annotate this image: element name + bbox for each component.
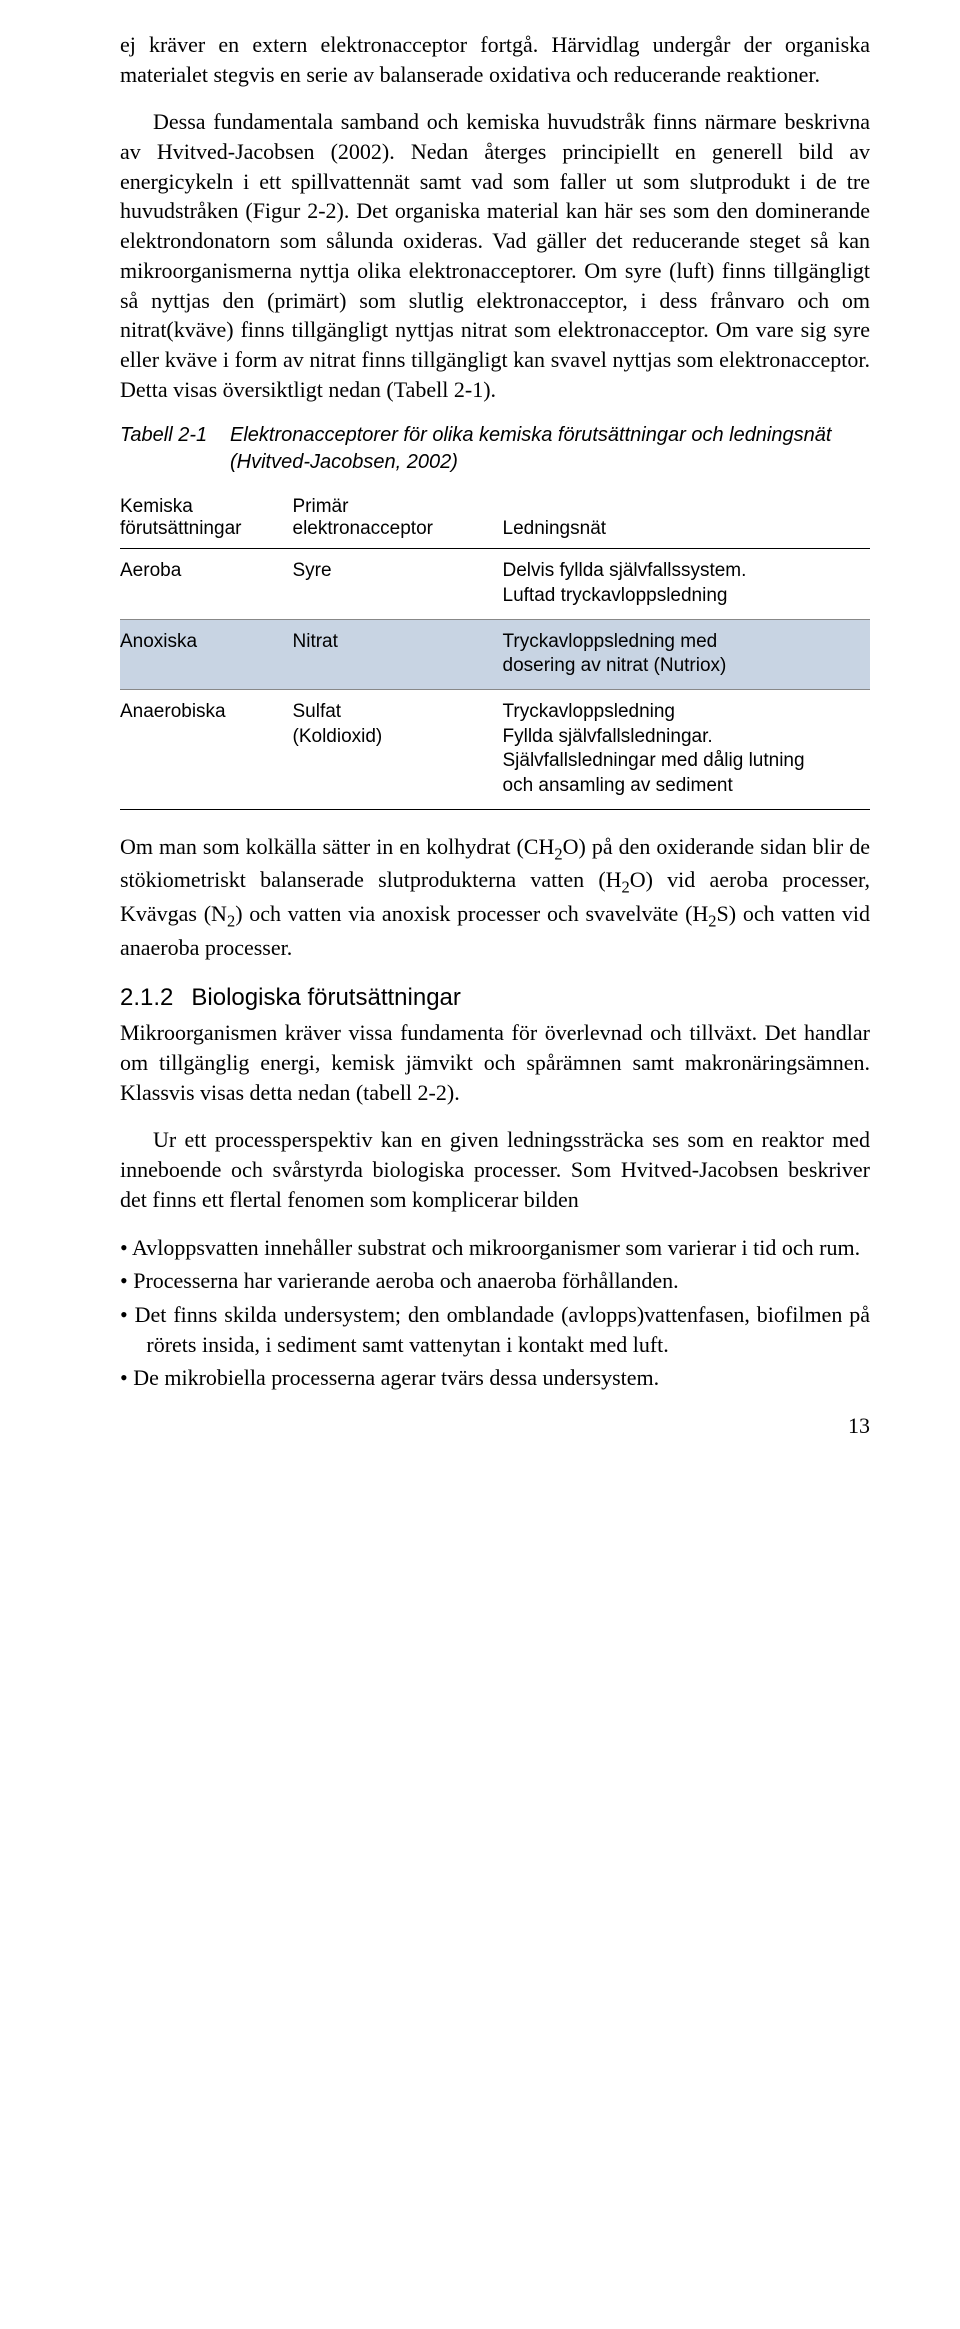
table-header-row: Kemiska förutsättningar Primär elektrona… bbox=[120, 490, 870, 549]
list-item: Det finns skilda undersystem; den omblan… bbox=[120, 1300, 870, 1359]
bullet-list: Avloppsvatten innehåller substrat och mi… bbox=[120, 1233, 870, 1393]
th2-line1: Primär bbox=[293, 496, 349, 517]
table-caption-text: Elektronacceptorer för olika kemiska för… bbox=[230, 422, 870, 476]
table-caption-label: Tabell 2-1 bbox=[120, 422, 230, 449]
table-cell: TryckavloppsledningFyllda självfallsledn… bbox=[503, 690, 871, 810]
section-heading: 2.1.2 Biologiska förutsättningar bbox=[120, 984, 870, 1012]
table-caption: Tabell 2-1 Elektronacceptorer för olika … bbox=[120, 422, 870, 476]
table-header-1: Kemiska förutsättningar bbox=[120, 490, 293, 549]
document-page: ej kräver en extern elektronacceptor for… bbox=[0, 0, 960, 1479]
paragraph-5: Ur ett processperspektiv kan en given le… bbox=[120, 1125, 870, 1214]
table-cell: Syre bbox=[293, 549, 503, 619]
th1-line2: förutsättningar bbox=[120, 518, 241, 539]
table-body: AerobaSyreDelvis fyllda självfallssystem… bbox=[120, 549, 870, 810]
paragraph-2: Dessa fundamentala samband och kemiska h… bbox=[120, 107, 870, 404]
table-cell: Delvis fyllda självfallssystem.Luftad tr… bbox=[503, 549, 871, 619]
th2-line2: elektronacceptor bbox=[293, 518, 433, 539]
table-header-3: Ledningsnät bbox=[503, 490, 871, 549]
list-item: Avloppsvatten innehåller substrat och mi… bbox=[120, 1233, 870, 1263]
page-number: 13 bbox=[120, 1413, 870, 1439]
table-row: AnaerobiskaSulfat(Koldioxid)Tryckavlopps… bbox=[120, 690, 870, 810]
list-item: De mikrobiella processerna agerar tvärs … bbox=[120, 1363, 870, 1393]
th1-line1: Kemiska bbox=[120, 496, 193, 517]
paragraph-4: Mikroorganismen kräver vissa fundamenta … bbox=[120, 1018, 870, 1107]
section-number: 2.1.2 bbox=[120, 984, 173, 1011]
section-title: Biologiska förutsättningar bbox=[191, 984, 460, 1011]
table-cell: Sulfat(Koldioxid) bbox=[293, 690, 503, 810]
table-cell: Anaerobiska bbox=[120, 690, 293, 810]
paragraph-3: Om man som kolkälla sätter in en kolhydr… bbox=[120, 832, 870, 963]
table-cell: Tryckavloppsledning meddosering av nitra… bbox=[503, 619, 871, 689]
electron-acceptor-table: Kemiska förutsättningar Primär elektrona… bbox=[120, 490, 870, 810]
table-row: AerobaSyreDelvis fyllda självfallssystem… bbox=[120, 549, 870, 619]
list-item: Processerna har varierande aeroba och an… bbox=[120, 1266, 870, 1296]
table-cell: Aeroba bbox=[120, 549, 293, 619]
table-row: AnoxiskaNitratTryckavloppsledning meddos… bbox=[120, 619, 870, 689]
table-header-2: Primär elektronacceptor bbox=[293, 490, 503, 549]
table-cell: Nitrat bbox=[293, 619, 503, 689]
paragraph-2b-text: Det organiska material kan här ses som d… bbox=[120, 198, 870, 401]
paragraph-1: ej kräver en extern elektronacceptor for… bbox=[120, 30, 870, 89]
table-cell: Anoxiska bbox=[120, 619, 293, 689]
